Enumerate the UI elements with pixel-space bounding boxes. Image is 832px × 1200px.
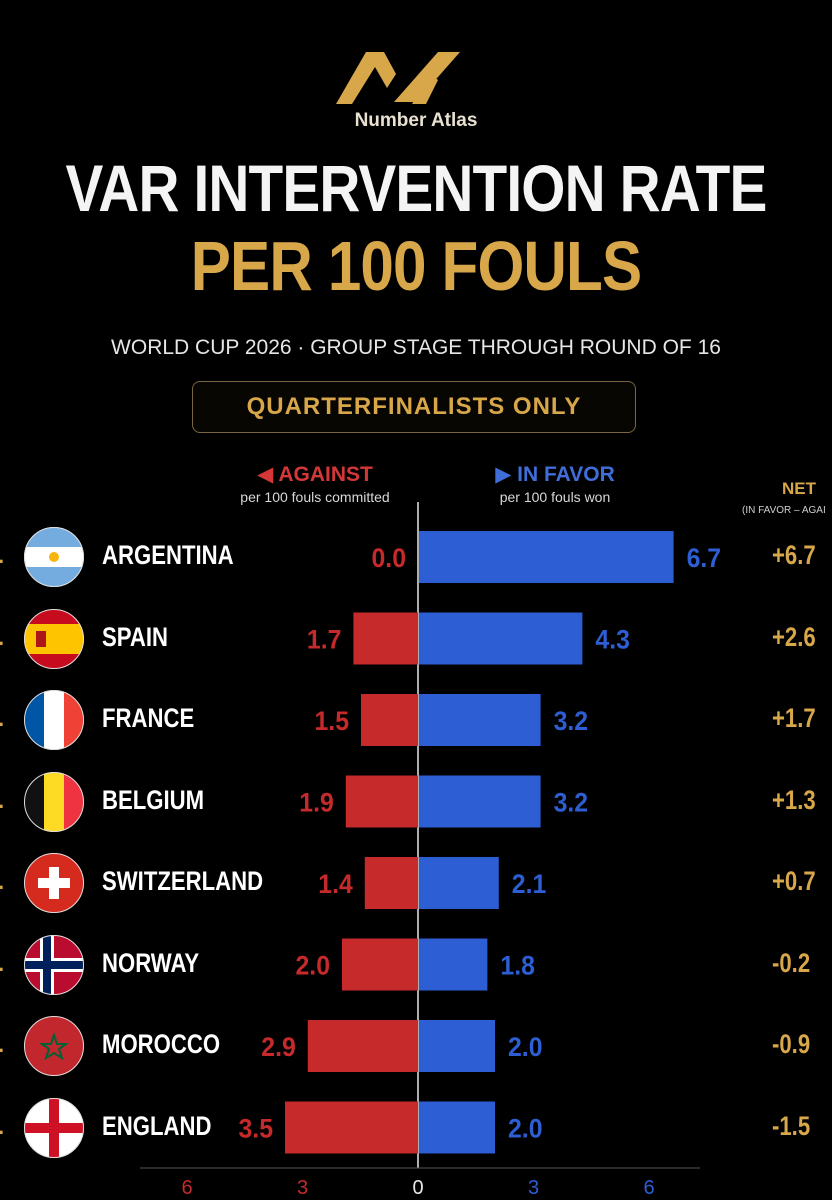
against-header-label: ◀ AGAINST	[257, 463, 373, 486]
against-value-argentina: 0.0	[372, 543, 407, 573]
rank-england: .	[0, 1114, 4, 1140]
favor-bar-norway	[419, 938, 488, 991]
x-tick-label: 6	[181, 1177, 193, 1199]
net-header-label: NET	[782, 479, 816, 498]
country-name-norway: NORWAY	[102, 947, 200, 978]
against-bar-france	[361, 694, 418, 746]
x-tick-label: 0	[412, 1177, 424, 1199]
net-value-argentina: +6.7	[772, 540, 816, 570]
x-tick-label: 3	[296, 1177, 309, 1199]
argentina-flag-icon	[24, 527, 84, 587]
country-name-argentina: ARGENTINA	[102, 540, 234, 570]
favor-header-label: ▶ IN FAVOR	[495, 463, 615, 486]
net-value-norway: -0.2	[772, 947, 811, 978]
favor-value-france: 3.2	[554, 706, 589, 736]
belgium-flag-icon	[24, 771, 84, 832]
net-value-spain: +2.6	[772, 621, 816, 652]
against-value-belgium: 1.9	[299, 788, 334, 818]
rank-argentina: .	[0, 543, 4, 569]
favor-bar-argentina	[419, 531, 674, 583]
rank-norway: .	[0, 951, 4, 977]
against-value-england: 3.5	[239, 1114, 274, 1144]
against-value-norway: 2.0	[296, 951, 331, 981]
title-line-2: PER 100 FOULS	[190, 227, 642, 305]
net-value-morocco: -0.9	[772, 1029, 811, 1059]
morocco-flag-icon	[24, 1016, 84, 1076]
net-value-switzerland: +0.7	[772, 866, 816, 896]
net-value-belgium: +1.3	[772, 784, 816, 815]
norway-flag-icon	[24, 934, 84, 995]
net-header: NET (IN FAVOR – AGAI	[742, 479, 832, 516]
against-bar-switzerland	[364, 857, 418, 909]
subtitle: WORLD CUP 2026 · GROUP STAGE THROUGH ROU…	[111, 336, 721, 359]
favor-value-norway: 1.8	[500, 951, 535, 981]
x-tick-label: 3	[527, 1177, 540, 1199]
against-header-sub: per 100 fouls committed	[240, 489, 390, 505]
x-tick-label: 6	[643, 1177, 655, 1199]
rank-belgium: .	[0, 788, 4, 814]
france-flag-icon	[24, 690, 84, 750]
net-value-france: +1.7	[772, 703, 816, 733]
country-name-morocco: MOROCCO	[102, 1029, 221, 1059]
favor-value-morocco: 2.0	[508, 1032, 543, 1062]
rank-spain: .	[0, 625, 4, 651]
favor-header-sub: per 100 fouls won	[499, 489, 611, 505]
number-atlas-logo	[336, 52, 460, 104]
favor-value-spain: 4.3	[595, 625, 630, 655]
title-line-1: VAR INTERVENTION RATE	[65, 151, 768, 225]
against-header: ◀ AGAINST per 100 fouls committed	[200, 462, 430, 505]
against-value-france: 1.5	[315, 706, 350, 736]
rank-france: .	[0, 706, 4, 732]
favor-header: ▶ IN FAVOR per 100 fouls won	[440, 462, 670, 505]
favor-bar-england	[419, 1101, 495, 1154]
net-value-england: -1.5	[772, 1110, 811, 1141]
brand-name: Number Atlas	[354, 110, 478, 131]
against-bar-morocco	[307, 1020, 418, 1072]
favor-bar-france	[419, 694, 541, 746]
rank-morocco: .	[0, 1032, 4, 1058]
favor-bar-belgium	[419, 775, 541, 828]
filter-badge: QUARTERFINALISTS ONLY	[192, 381, 636, 433]
against-value-morocco: 2.9	[261, 1032, 296, 1062]
against-value-spain: 1.7	[307, 625, 342, 655]
favor-value-argentina: 6.7	[687, 543, 722, 573]
favor-bar-morocco	[419, 1020, 495, 1072]
country-name-spain: SPAIN	[102, 621, 169, 652]
against-bar-england	[285, 1101, 418, 1154]
favor-value-switzerland: 2.1	[512, 869, 547, 899]
favor-value-england: 2.0	[508, 1114, 543, 1144]
country-name-england: ENGLAND	[102, 1110, 212, 1141]
against-bar-spain	[353, 612, 418, 665]
against-bar-norway	[342, 938, 418, 991]
favor-bar-switzerland	[419, 857, 499, 909]
england-flag-icon	[24, 1097, 84, 1158]
country-name-france: FRANCE	[102, 703, 195, 733]
switzerland-flag-icon	[24, 853, 84, 913]
country-name-belgium: BELGIUM	[102, 784, 205, 815]
country-name-switzerland: SWITZERLAND	[102, 866, 264, 896]
favor-bar-spain	[419, 612, 583, 665]
against-value-switzerland: 1.4	[318, 869, 353, 899]
favor-value-belgium: 3.2	[554, 788, 589, 818]
net-header-sub: (IN FAVOR – AGAI	[742, 505, 826, 516]
spain-flag-icon	[24, 608, 84, 669]
rank-switzerland: .	[0, 869, 4, 895]
against-bar-belgium	[345, 775, 418, 828]
